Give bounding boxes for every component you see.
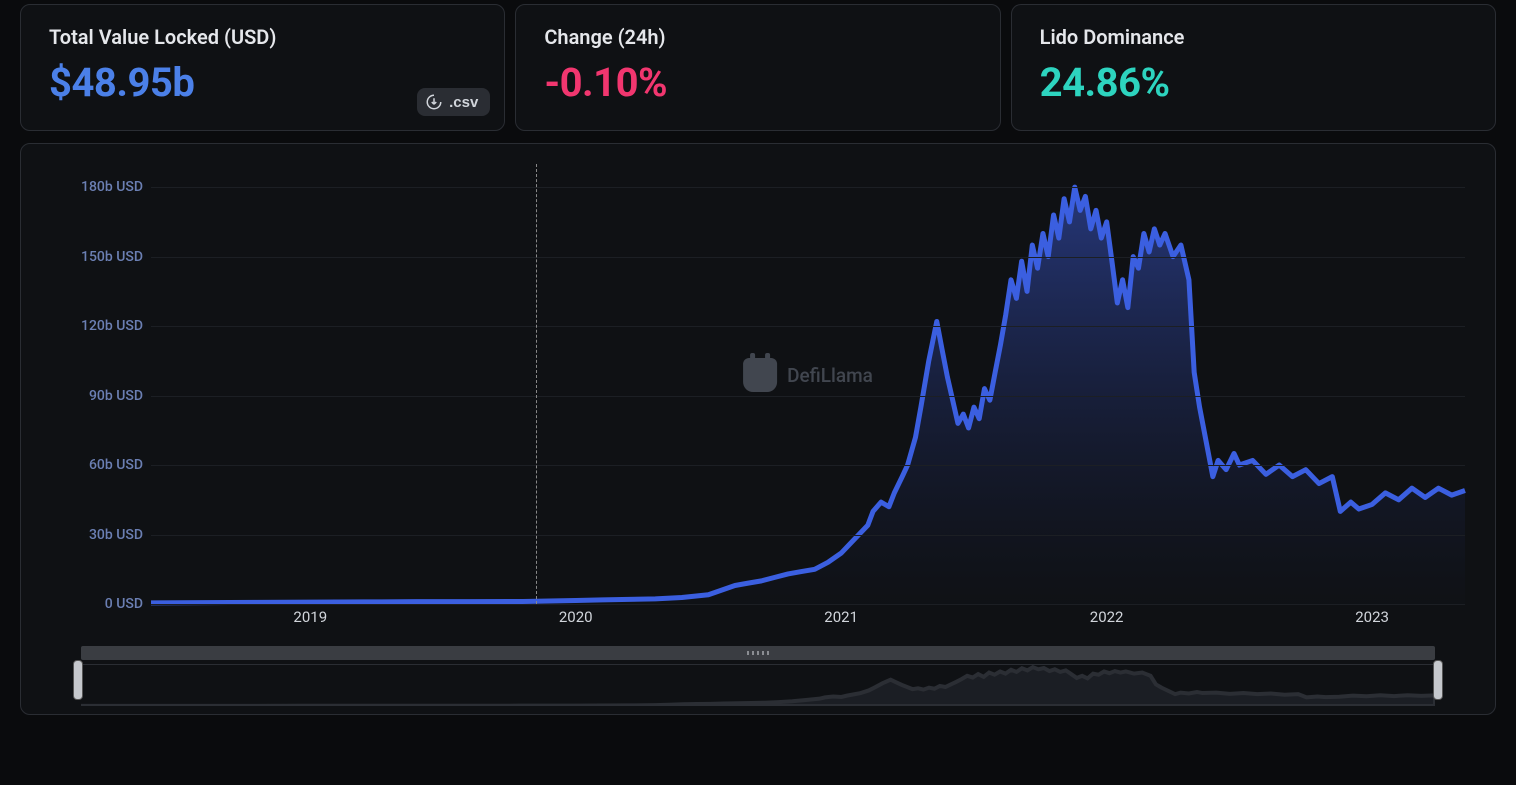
- csv-button-label: .csv: [449, 94, 478, 111]
- x-axis-tick: 2023: [1355, 608, 1389, 626]
- chart-card: 0 USD 30b USD 60b USD 90b USD 120b USD 150b U…: [20, 143, 1496, 715]
- y-axis-tick: 60b USD: [89, 457, 143, 473]
- stat-card-0: Total Value Locked (USD) $48.95b.csv: [20, 4, 505, 131]
- stat-value: $48.95b: [49, 59, 476, 106]
- gridline: [151, 465, 1465, 466]
- gridline: [151, 257, 1465, 258]
- brush-handle-right[interactable]: [1433, 660, 1443, 700]
- x-axis-tick: 2022: [1090, 608, 1124, 626]
- brush-minimap: [81, 664, 1435, 706]
- y-axis-tick: 180b USD: [81, 179, 143, 195]
- gridline: [151, 326, 1465, 327]
- tvl-chart-svg: [151, 164, 1465, 604]
- time-range-brush[interactable]: [41, 646, 1475, 706]
- plot-area[interactable]: DefiLlama: [151, 164, 1465, 604]
- brush-mini-svg: [81, 665, 1435, 706]
- y-axis-tick: 30b USD: [89, 527, 143, 543]
- gridline: [151, 535, 1465, 536]
- stat-value: -0.10%: [544, 59, 971, 106]
- crosshair: [536, 164, 537, 604]
- y-axis-tick: 150b USD: [81, 249, 143, 265]
- y-axis-tick: 0 USD: [105, 596, 143, 612]
- y-axis: 0 USD30b USD60b USD90b USD120b USD150b U…: [41, 164, 151, 604]
- gridline: [151, 187, 1465, 188]
- y-axis-tick: 120b USD: [81, 318, 143, 334]
- stats-row: Total Value Locked (USD) $48.95b.csv Chang…: [20, 4, 1496, 131]
- gridline: [151, 396, 1465, 397]
- stat-label: Change (24h): [544, 25, 971, 49]
- stat-value: 24.86%: [1040, 59, 1467, 106]
- x-axis-tick: 2020: [559, 608, 593, 626]
- stat-label: Lido Dominance: [1040, 25, 1467, 49]
- stat-card-2: Lido Dominance 24.86%: [1011, 4, 1496, 131]
- y-axis-tick: 90b USD: [89, 388, 143, 404]
- download-csv-button[interactable]: .csv: [417, 88, 490, 116]
- stat-card-1: Change (24h) -0.10%: [515, 4, 1000, 131]
- stat-label: Total Value Locked (USD): [49, 25, 476, 49]
- chart-area[interactable]: 0 USD 30b USD 60b USD 90b USD 120b USD 150b U…: [41, 164, 1475, 634]
- brush-handle-left[interactable]: [73, 660, 83, 700]
- brush-scrollbar[interactable]: [81, 646, 1435, 660]
- download-icon: [425, 93, 443, 111]
- x-axis-tick: 2021: [824, 608, 858, 626]
- x-axis-tick: 2019: [293, 608, 327, 626]
- x-axis: 2019 2020 2021 2022 2023: [151, 604, 1465, 634]
